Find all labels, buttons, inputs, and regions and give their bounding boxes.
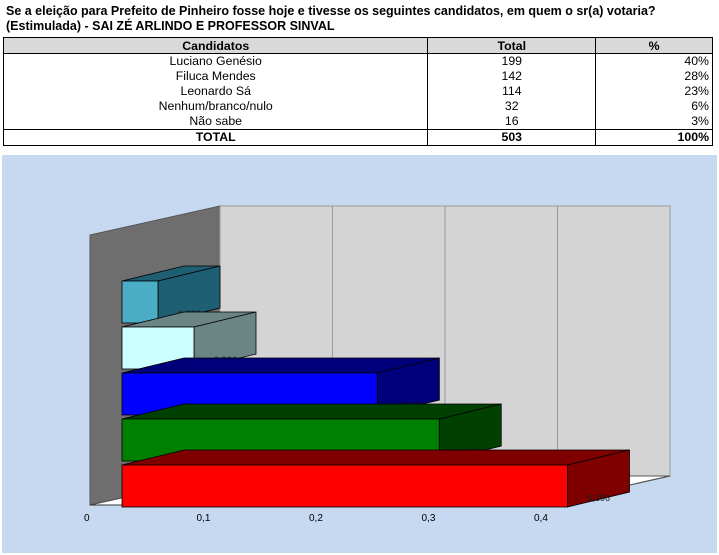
chart-bars: 0,0320,0640,2270,2820,396 xyxy=(121,265,630,508)
table-row: Nenhum/branco/nulo 32 6% xyxy=(2,99,713,114)
table-row: Luciano Genésio 199 40% xyxy=(2,53,713,69)
chart-ticks: 0 0,1 0,2 0,3 0,4 xyxy=(84,513,548,524)
candidate-total: 32 xyxy=(427,99,596,114)
candidate-total: 114 xyxy=(427,84,596,99)
bar: 0,396 xyxy=(121,449,630,508)
header-candidatos: Candidatos xyxy=(2,37,429,54)
tick-label: 0,4 xyxy=(534,513,548,524)
tick-label: 0 xyxy=(84,513,90,524)
data-label: 0,396 xyxy=(588,493,611,503)
candidate-total: 199 xyxy=(427,53,596,69)
total-percent: 100% xyxy=(595,129,713,146)
table-row: Não sabe 16 3% xyxy=(2,114,713,130)
header-percent: % xyxy=(595,37,713,54)
candidate-percent: 23% xyxy=(595,84,713,99)
bar-chart: 0,0320,0640,2270,2820,396 0 0,1 0,2 0,3 0,4 xyxy=(84,205,671,524)
candidate-name: Filuca Mendes xyxy=(2,69,428,84)
candidate-percent: 3% xyxy=(595,114,713,130)
bar: 0,032 xyxy=(121,265,221,324)
table-row: Leonardo Sá 114 23% xyxy=(2,84,713,99)
bar-top xyxy=(121,403,502,420)
table-row: Filuca Mendes 142 28% xyxy=(2,69,713,84)
bar-top xyxy=(121,449,630,466)
candidate-name: Luciano Genésio xyxy=(2,53,428,69)
candidate-percent: 6% xyxy=(595,99,713,114)
bar-front xyxy=(121,280,159,324)
tick-label: 0,2 xyxy=(309,513,323,524)
total-count: 503 xyxy=(427,129,596,146)
candidate-total: 16 xyxy=(427,114,596,130)
tick-label: 0,1 xyxy=(197,513,211,524)
candidate-name: Nenhum/branco/nulo xyxy=(2,99,428,114)
candidate-total: 142 xyxy=(427,69,596,84)
candidate-name: Leonardo Sá xyxy=(2,84,428,99)
question-text: Se a eleição para Prefeito de Pinheiro f… xyxy=(6,4,656,33)
results-table: Candidatos Total % Luciano Genésio 199 4… xyxy=(2,37,713,146)
header-total: Total xyxy=(427,37,597,54)
candidate-percent: 28% xyxy=(595,69,713,84)
total-label: TOTAL xyxy=(2,129,428,146)
bar-front xyxy=(121,464,568,508)
table-header-row: Candidatos Total % xyxy=(2,37,713,54)
candidate-percent: 40% xyxy=(595,53,713,69)
tick-label: 0,3 xyxy=(422,513,436,524)
candidate-name: Não sabe xyxy=(2,114,428,130)
chart-panel: 0,0320,0640,2270,2820,396 0 0,1 0,2 0,3 0,4 xyxy=(2,155,717,553)
total-row: TOTAL 503 100% xyxy=(2,129,713,146)
bar: 0,064 xyxy=(121,311,257,370)
